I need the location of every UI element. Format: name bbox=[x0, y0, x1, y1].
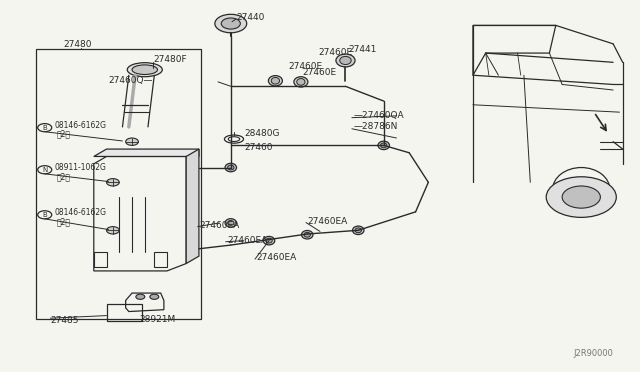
Text: 27441: 27441 bbox=[348, 45, 376, 54]
Ellipse shape bbox=[127, 62, 163, 77]
Text: J2R90000: J2R90000 bbox=[573, 350, 613, 359]
Polygon shape bbox=[186, 149, 199, 263]
Ellipse shape bbox=[228, 165, 234, 170]
Ellipse shape bbox=[304, 232, 310, 237]
Ellipse shape bbox=[271, 77, 280, 84]
Ellipse shape bbox=[225, 219, 237, 227]
Text: 27460EA: 27460EA bbox=[199, 221, 239, 230]
Ellipse shape bbox=[132, 65, 157, 74]
Ellipse shape bbox=[340, 57, 351, 64]
Text: 27460: 27460 bbox=[245, 143, 273, 152]
Text: 27480: 27480 bbox=[64, 41, 92, 49]
Circle shape bbox=[562, 186, 600, 208]
Ellipse shape bbox=[355, 228, 362, 233]
Circle shape bbox=[215, 14, 246, 33]
Ellipse shape bbox=[294, 77, 308, 87]
Ellipse shape bbox=[301, 231, 313, 239]
Text: 27460Q—: 27460Q— bbox=[109, 76, 153, 84]
Text: 08146-6162G: 08146-6162G bbox=[55, 121, 107, 130]
Polygon shape bbox=[94, 149, 199, 157]
Text: N: N bbox=[42, 167, 47, 173]
Ellipse shape bbox=[381, 143, 387, 148]
Text: 27460E: 27460E bbox=[288, 61, 323, 71]
Ellipse shape bbox=[336, 54, 355, 67]
Text: 27460EA: 27460EA bbox=[256, 253, 296, 262]
Ellipse shape bbox=[353, 226, 364, 235]
Circle shape bbox=[221, 18, 241, 29]
Circle shape bbox=[136, 294, 145, 299]
Text: B: B bbox=[42, 212, 47, 218]
Text: 27440: 27440 bbox=[236, 13, 264, 22]
Text: 27460E: 27460E bbox=[319, 48, 353, 57]
Text: 28921M: 28921M bbox=[139, 315, 175, 324]
Text: 27485: 27485 bbox=[51, 316, 79, 325]
Circle shape bbox=[150, 294, 159, 299]
Ellipse shape bbox=[297, 78, 305, 85]
Text: —27460QA: —27460QA bbox=[353, 110, 404, 120]
Text: （2）: （2） bbox=[57, 217, 71, 226]
Ellipse shape bbox=[378, 141, 390, 150]
Text: （2）: （2） bbox=[57, 130, 71, 139]
Text: 27460EA: 27460EA bbox=[307, 217, 348, 225]
Bar bbox=[36, 49, 201, 319]
Circle shape bbox=[125, 138, 138, 145]
Text: 27460E: 27460E bbox=[303, 68, 337, 77]
Text: 08146-6162G: 08146-6162G bbox=[55, 208, 107, 217]
Text: B: B bbox=[42, 125, 47, 131]
Text: —28786N: —28786N bbox=[353, 122, 397, 131]
Ellipse shape bbox=[268, 76, 282, 86]
Text: 27460EA: 27460EA bbox=[227, 236, 268, 245]
Ellipse shape bbox=[225, 163, 237, 172]
Circle shape bbox=[546, 177, 616, 217]
Ellipse shape bbox=[228, 221, 234, 225]
Text: 27480F: 27480F bbox=[153, 55, 187, 64]
Ellipse shape bbox=[266, 238, 272, 243]
Text: 08911-1062G: 08911-1062G bbox=[55, 163, 107, 172]
Text: 28480G: 28480G bbox=[245, 129, 280, 138]
Circle shape bbox=[106, 227, 119, 234]
Ellipse shape bbox=[263, 236, 275, 245]
Text: （2）: （2） bbox=[57, 172, 71, 181]
Circle shape bbox=[106, 179, 119, 186]
Bar bbox=[106, 304, 141, 321]
